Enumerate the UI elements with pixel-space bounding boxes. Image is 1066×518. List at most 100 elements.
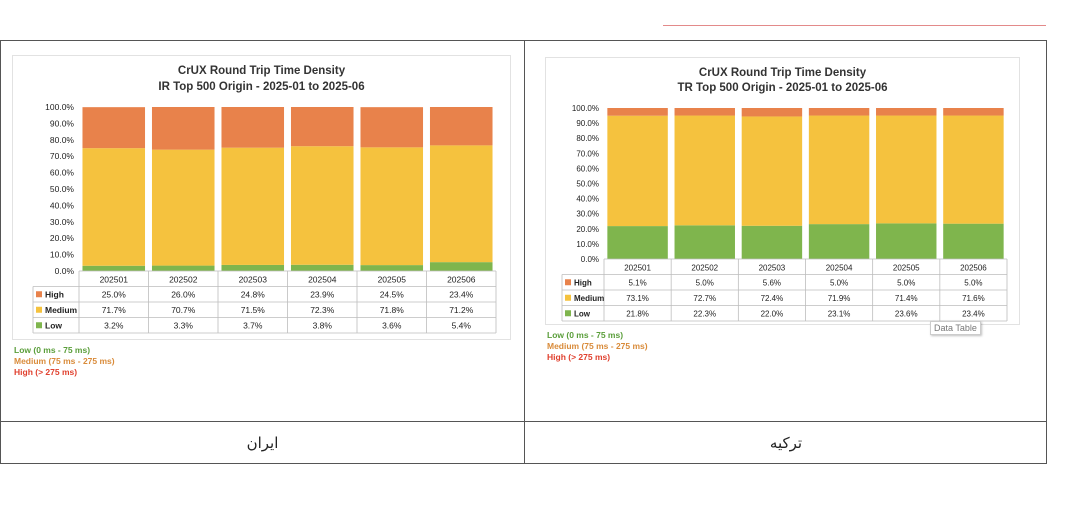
bar-low-202504: [808, 224, 870, 259]
legend-note-medium: Medium (75 ms - 275 ms): [547, 341, 648, 351]
y-tick-label: 30.0%: [50, 217, 75, 227]
y-tick-label: 60.0%: [50, 168, 75, 178]
chart-subtitle: IR Top 500 Origin - 2025-01 to 2025-06: [158, 81, 365, 93]
bar-high-202502: [151, 107, 215, 150]
bar-medium-202506: [429, 145, 493, 263]
legend-key-medium: [565, 294, 571, 301]
y-tick-label: 10.0%: [576, 240, 599, 249]
data-label: 24.8%: [241, 289, 266, 299]
x-tick-label: 202504: [826, 263, 853, 272]
bar-medium-202503: [741, 116, 803, 226]
data-label: 71.4%: [895, 294, 918, 303]
legend-note-medium: Medium (75 ms - 275 ms): [14, 356, 115, 366]
data-label: 72.4%: [761, 294, 784, 303]
y-tick-label: 50.0%: [50, 184, 75, 194]
bar-low-202504: [290, 264, 354, 271]
data-label: 23.1%: [828, 309, 851, 318]
bar-low-202506: [943, 223, 1004, 259]
chart-title: CrUX Round Trip Time Density: [698, 67, 867, 79]
bar-low-202503: [741, 225, 803, 259]
y-tick-label: 70.0%: [50, 151, 75, 161]
x-tick-label: 202505: [378, 274, 407, 284]
data-label: 26.0%: [171, 289, 196, 299]
y-tick-label: 20.0%: [50, 233, 75, 243]
bar-low-202505: [876, 223, 937, 259]
data-label: 5.6%: [763, 278, 781, 287]
legend-note-low: Low (0 ms - 75 ms): [14, 345, 91, 355]
data-label: 25.0%: [102, 289, 127, 299]
bar-high-202504: [808, 108, 870, 116]
bar-high-202505: [876, 108, 937, 116]
legend-notes-tr: Low (0 ms - 75 ms) Medium (75 ms - 275 m…: [547, 330, 648, 363]
x-tick-label: 202502: [691, 263, 718, 272]
x-tick-label: 202506: [447, 274, 476, 284]
series-label-medium: Medium: [574, 294, 604, 303]
bar-high-202503: [221, 107, 285, 148]
bar-medium-202504: [808, 115, 870, 225]
y-tick-label: 0.0%: [581, 255, 599, 264]
legend-notes-ir: Low (0 ms - 75 ms) Medium (75 ms - 275 m…: [14, 345, 115, 378]
data-label: 71.2%: [449, 305, 474, 315]
y-tick-label: 20.0%: [576, 225, 599, 234]
data-label: 23.4%: [449, 289, 474, 299]
bar-low-202501: [82, 265, 146, 271]
data-label: 3.6%: [382, 320, 402, 330]
bar-medium-202505: [876, 115, 937, 224]
series-label-medium: Medium: [45, 305, 78, 315]
bar-medium-202502: [674, 115, 735, 226]
bar-medium-202501: [82, 148, 146, 266]
bar-low-202503: [221, 264, 285, 271]
y-tick-label: 0.0%: [55, 266, 75, 276]
data-label: 5.0%: [897, 278, 915, 287]
data-label: 71.7%: [102, 305, 127, 315]
chart-ir: CrUX Round Trip Time Density IR Top 500 …: [12, 55, 511, 340]
bar-low-202505: [360, 265, 424, 271]
x-tick-label: 202506: [960, 263, 987, 272]
data-label: 21.8%: [626, 309, 649, 318]
data-label: 5.4%: [452, 320, 472, 330]
bar-medium-202506: [943, 115, 1004, 224]
column-divider: [524, 41, 525, 463]
data-label: 5.1%: [628, 278, 646, 287]
data-label: 23.9%: [310, 289, 335, 299]
series-label-low: Low: [574, 309, 591, 318]
data-label: 3.7%: [243, 320, 263, 330]
data-label: 3.2%: [104, 320, 124, 330]
x-tick-label: 202504: [308, 274, 337, 284]
data-label: 71.8%: [380, 305, 405, 315]
legend-note-high: High (> 275 ms): [547, 352, 611, 362]
legend-key-high: [565, 279, 571, 286]
x-tick-label: 202503: [759, 263, 786, 272]
x-tick-label: 202503: [239, 274, 268, 284]
bar-high-202505: [360, 107, 424, 148]
data-label: 5.0%: [964, 278, 982, 287]
chart-svg: 0.0% 10.0% 20.0% 30.0% 40.0% 50.0% 60.0% 70.0% 8…: [32, 102, 497, 334]
data-label: 23.6%: [895, 309, 918, 318]
bar-medium-202503: [221, 147, 285, 265]
data-label: 5.0%: [696, 278, 714, 287]
bar-high-202502: [674, 108, 735, 116]
bar-low-202502: [151, 265, 215, 271]
y-tick-label: 50.0%: [576, 180, 599, 189]
x-tick-label: 202502: [169, 274, 198, 284]
row-divider: [1, 421, 1046, 422]
legend-key-high: [36, 291, 42, 298]
bar-high-202504: [290, 107, 354, 147]
data-label: 22.3%: [693, 309, 716, 318]
bar-low-202506: [429, 262, 493, 271]
x-tick-label: 202501: [100, 274, 129, 284]
bar-medium-202505: [360, 147, 424, 266]
caption-right: ترکیه: [769, 434, 803, 452]
data-label: 70.7%: [171, 305, 196, 315]
bar-medium-202504: [290, 146, 354, 265]
chart-tr: CrUX Round Trip Time Density TR Top 500 …: [545, 57, 1020, 325]
y-tick-label: 60.0%: [576, 164, 599, 173]
bar-low-202501: [607, 226, 668, 259]
data-label: 5.0%: [830, 278, 848, 287]
data-label: 22.0%: [761, 309, 784, 318]
x-tick-label: 202501: [624, 263, 651, 272]
data-label: 72.3%: [310, 305, 335, 315]
y-tick-label: 80.0%: [50, 135, 75, 145]
y-tick-label: 90.0%: [50, 118, 75, 128]
x-tick-label: 202505: [893, 263, 920, 272]
